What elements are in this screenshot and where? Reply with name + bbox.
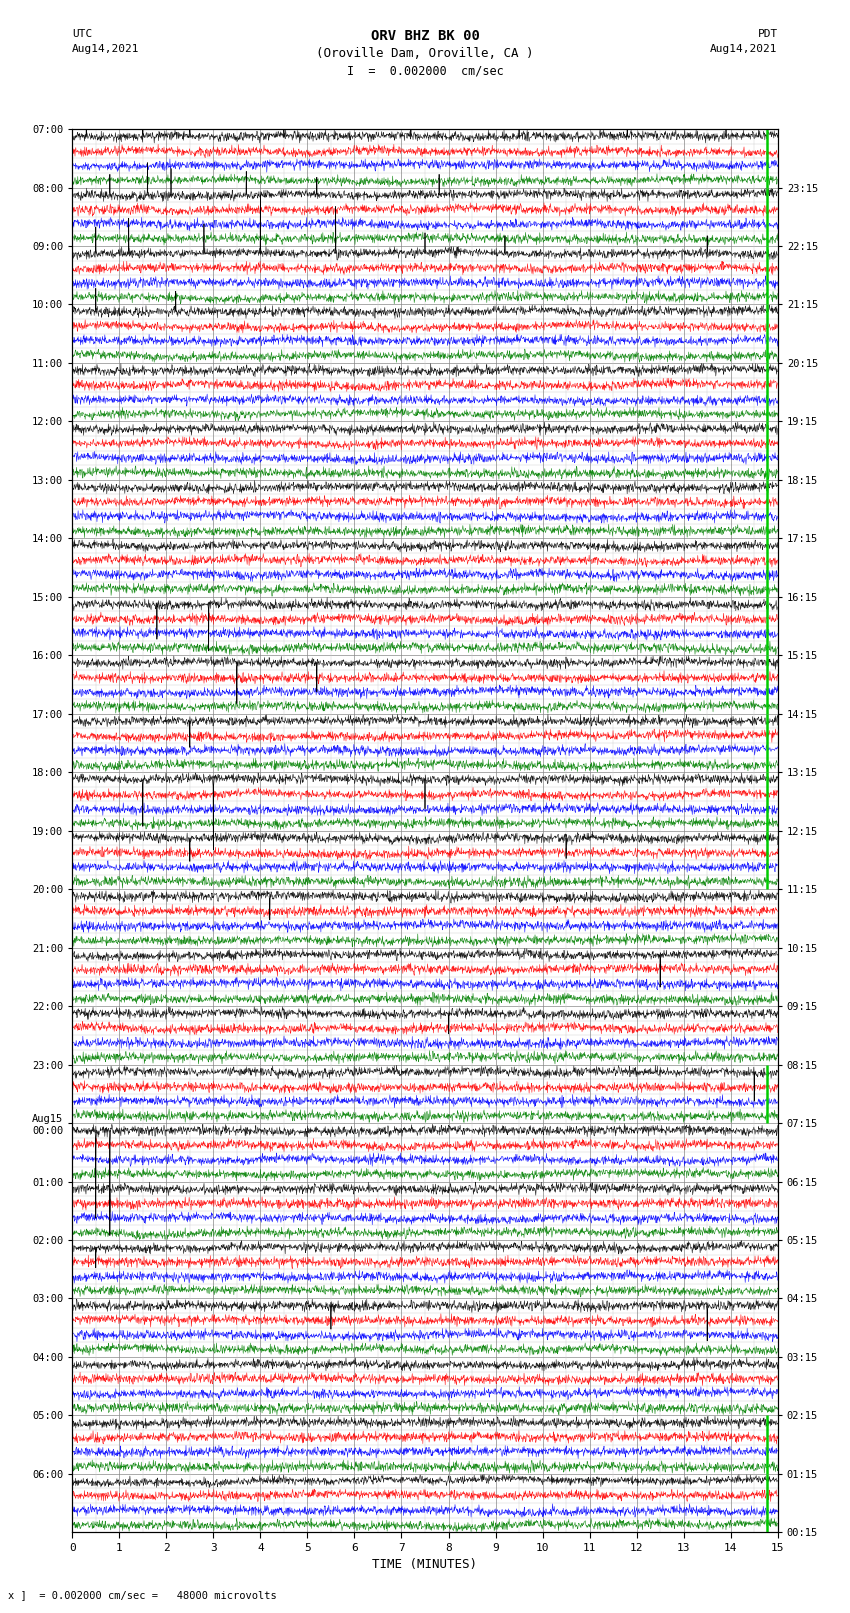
Text: ORV BHZ BK 00: ORV BHZ BK 00 [371, 29, 479, 44]
Text: (Oroville Dam, Oroville, CA ): (Oroville Dam, Oroville, CA ) [316, 47, 534, 60]
Text: PDT: PDT [757, 29, 778, 39]
Text: Aug14,2021: Aug14,2021 [72, 44, 139, 53]
Text: Aug14,2021: Aug14,2021 [711, 44, 778, 53]
X-axis label: TIME (MINUTES): TIME (MINUTES) [372, 1558, 478, 1571]
Text: x ]  = 0.002000 cm/sec =   48000 microvolts: x ] = 0.002000 cm/sec = 48000 microvolts [8, 1590, 277, 1600]
Text: I  =  0.002000  cm/sec: I = 0.002000 cm/sec [347, 65, 503, 77]
Text: UTC: UTC [72, 29, 93, 39]
